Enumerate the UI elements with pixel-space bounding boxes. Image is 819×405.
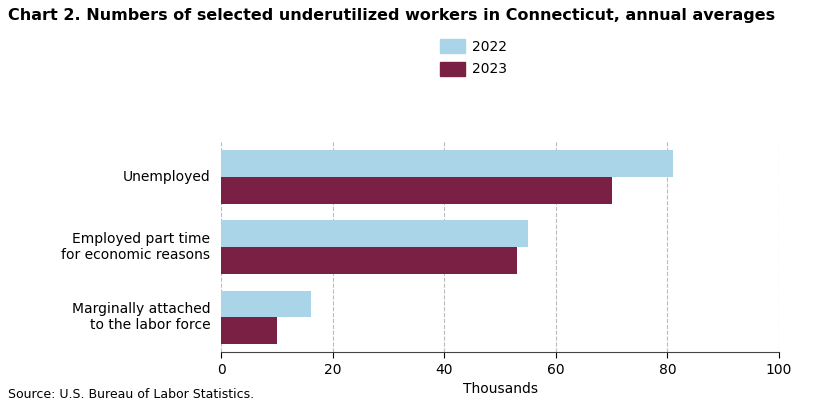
Text: Source: U.S. Bureau of Labor Statistics.: Source: U.S. Bureau of Labor Statistics. [8,388,254,401]
Bar [221,247,516,274]
Text: Chart 2. Numbers of selected underutilized workers in Connecticut, annual averag: Chart 2. Numbers of selected underutiliz… [8,8,775,23]
Bar [221,317,277,344]
Bar [221,150,672,177]
Bar [221,177,611,204]
X-axis label: Thousands: Thousands [462,382,537,396]
Bar [221,220,527,247]
Bar [221,290,310,317]
Legend: 2022, 2023: 2022, 2023 [440,39,507,77]
